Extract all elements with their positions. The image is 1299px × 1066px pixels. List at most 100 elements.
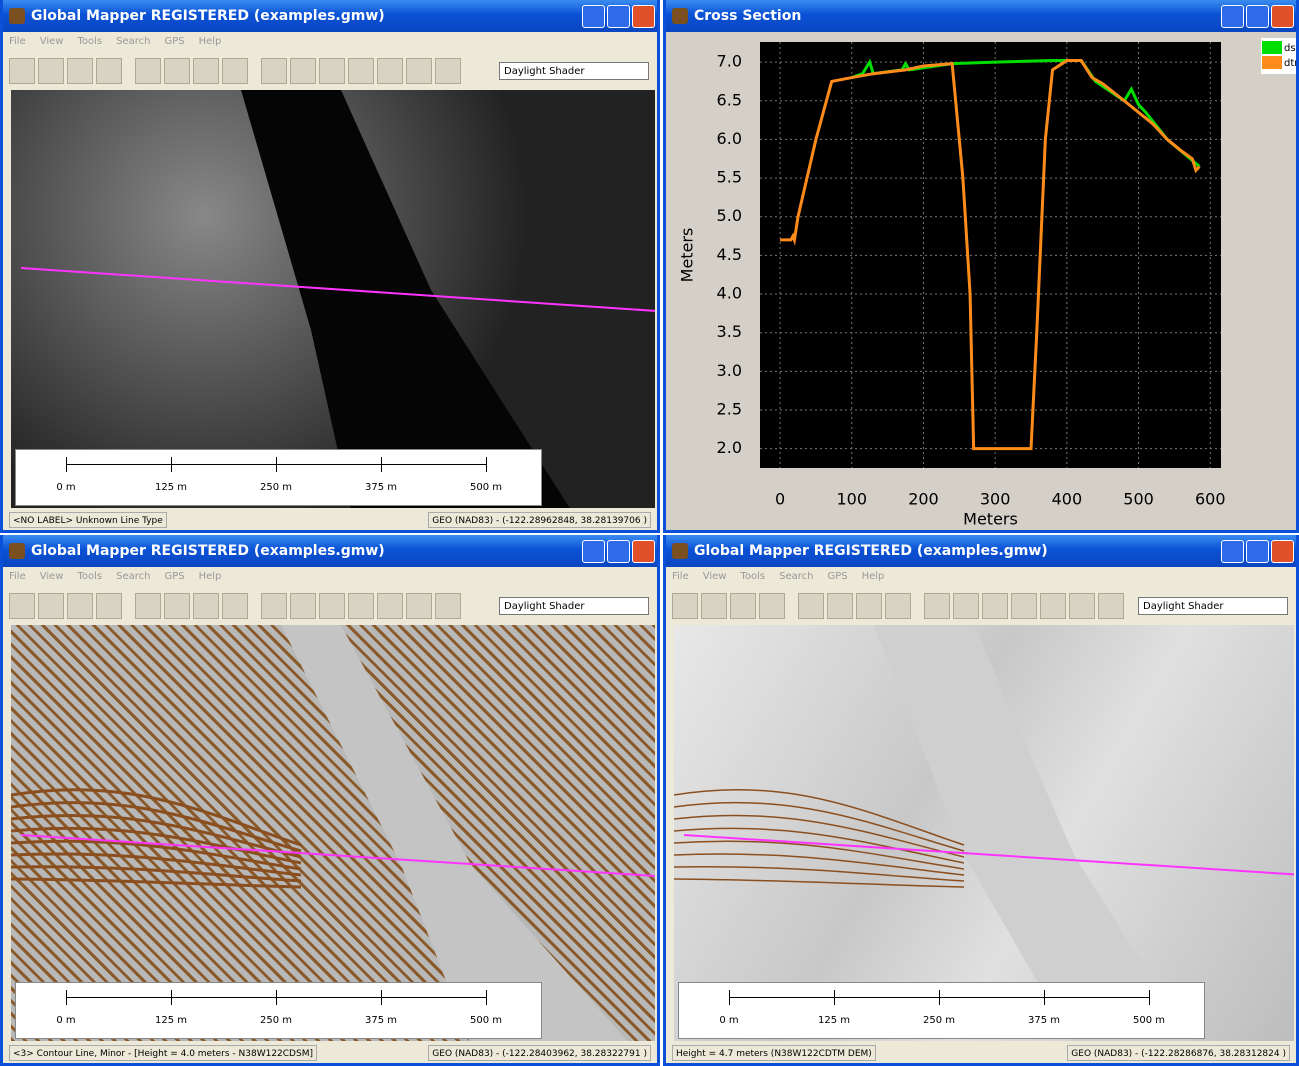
x-tick-label: 400: [1052, 490, 1083, 509]
menu-item[interactable]: Search: [116, 36, 150, 47]
tool-button[interactable]: [1069, 593, 1095, 619]
menu-item[interactable]: GPS: [164, 571, 184, 582]
tool-button[interactable]: [1011, 593, 1037, 619]
shader-dropdown[interactable]: Daylight Shader: [499, 597, 649, 615]
close[interactable]: [632, 5, 655, 28]
tool-button[interactable]: [261, 593, 287, 619]
tool-button[interactable]: [759, 593, 785, 619]
menu-item[interactable]: GPS: [827, 571, 847, 582]
close[interactable]: [1271, 540, 1294, 563]
tool-button[interactable]: [135, 58, 161, 84]
y-tick-label: 5.0: [717, 206, 742, 225]
menu-item[interactable]: View: [40, 36, 64, 47]
scale-tick: [1149, 990, 1150, 1005]
scale-tick: [66, 457, 67, 472]
tool-button[interactable]: [856, 593, 882, 619]
menu-item[interactable]: Tools: [77, 36, 102, 47]
tool-button[interactable]: [290, 58, 316, 84]
menu-item[interactable]: File: [672, 571, 689, 582]
scale-tick: [1044, 990, 1045, 1005]
shader-dropdown[interactable]: Daylight Shader: [499, 62, 649, 80]
tool-button[interactable]: [96, 593, 122, 619]
tool-button[interactable]: [193, 593, 219, 619]
tool-button[interactable]: [319, 593, 345, 619]
tool-button[interactable]: [9, 58, 35, 84]
tool-button[interactable]: [435, 58, 461, 84]
app-icon: [9, 8, 25, 24]
tool-button[interactable]: [730, 593, 756, 619]
menu-item[interactable]: View: [703, 571, 727, 582]
scale-label: 500 m: [470, 482, 502, 493]
tool-button[interactable]: [348, 58, 374, 84]
tool-button[interactable]: [406, 58, 432, 84]
tool-button[interactable]: [982, 593, 1008, 619]
tool-button[interactable]: [135, 593, 161, 619]
tool-button[interactable]: [67, 593, 93, 619]
tool-button[interactable]: [672, 593, 698, 619]
x-axis-label: Meters: [963, 510, 1018, 529]
menu-item[interactable]: Help: [199, 571, 222, 582]
close[interactable]: [632, 540, 655, 563]
tool-button[interactable]: [435, 593, 461, 619]
maximize[interactable]: [607, 5, 630, 28]
tool-button[interactable]: [406, 593, 432, 619]
maximize[interactable]: [607, 540, 630, 563]
tool-button[interactable]: [1040, 593, 1066, 619]
maximize[interactable]: [1246, 540, 1269, 563]
tool-button[interactable]: [827, 593, 853, 619]
tool-button[interactable]: [38, 593, 64, 619]
tool-button[interactable]: [38, 58, 64, 84]
tool-button[interactable]: [701, 593, 727, 619]
y-tick-label: 4.5: [717, 245, 742, 264]
tool-button[interactable]: [348, 593, 374, 619]
scale-bar: 0 m125 m250 m375 m500 m: [15, 982, 542, 1039]
menu-item[interactable]: File: [9, 571, 26, 582]
tool-button[interactable]: [319, 58, 345, 84]
scale-tick: [171, 457, 172, 472]
tool-button[interactable]: [924, 593, 950, 619]
maximize[interactable]: [1246, 5, 1269, 28]
menu-item[interactable]: GPS: [164, 36, 184, 47]
tool-button[interactable]: [953, 593, 979, 619]
menu-item[interactable]: View: [40, 571, 64, 582]
tool-button[interactable]: [290, 593, 316, 619]
shader-dropdown[interactable]: Daylight Shader: [1138, 597, 1288, 615]
minimize[interactable]: [582, 540, 605, 563]
tool-button[interactable]: [164, 58, 190, 84]
y-tick-label: 6.5: [717, 90, 742, 109]
tool-button[interactable]: [9, 593, 35, 619]
tool-button[interactable]: [164, 593, 190, 619]
minimize[interactable]: [582, 5, 605, 28]
tool-button[interactable]: [377, 58, 403, 84]
tool-button[interactable]: [193, 58, 219, 84]
tool-button[interactable]: [885, 593, 911, 619]
tool-button[interactable]: [67, 58, 93, 84]
menu-item[interactable]: Search: [116, 571, 150, 582]
tool-button[interactable]: [1098, 593, 1124, 619]
tool-button[interactable]: [96, 58, 122, 84]
menu-item[interactable]: File: [9, 36, 26, 47]
minimize[interactable]: [1221, 5, 1244, 28]
tool-button[interactable]: [377, 593, 403, 619]
map-view: 0 m125 m250 m375 m500 m: [674, 625, 1294, 1041]
tool-button[interactable]: [222, 58, 248, 84]
menu-item[interactable]: Help: [199, 36, 222, 47]
scale-tick: [381, 457, 382, 472]
y-tick-label: 2.0: [717, 438, 742, 457]
x-tick-label: 600: [1195, 490, 1226, 509]
scale-label: 125 m: [155, 1015, 187, 1026]
close[interactable]: [1271, 5, 1294, 28]
menu-item[interactable]: Search: [779, 571, 813, 582]
minimize[interactable]: [1221, 540, 1244, 563]
tool-button[interactable]: [222, 593, 248, 619]
menu-item[interactable]: Help: [862, 571, 885, 582]
map-overlay: [11, 625, 655, 1041]
scale-label: 375 m: [365, 1015, 397, 1026]
legend-swatch: [1262, 41, 1282, 54]
menu-item[interactable]: Tools: [740, 571, 765, 582]
tool-button[interactable]: [261, 58, 287, 84]
contour: [674, 879, 964, 887]
title-bar: Global Mapper REGISTERED (examples.gmw): [666, 535, 1296, 567]
tool-button[interactable]: [798, 593, 824, 619]
menu-item[interactable]: Tools: [77, 571, 102, 582]
